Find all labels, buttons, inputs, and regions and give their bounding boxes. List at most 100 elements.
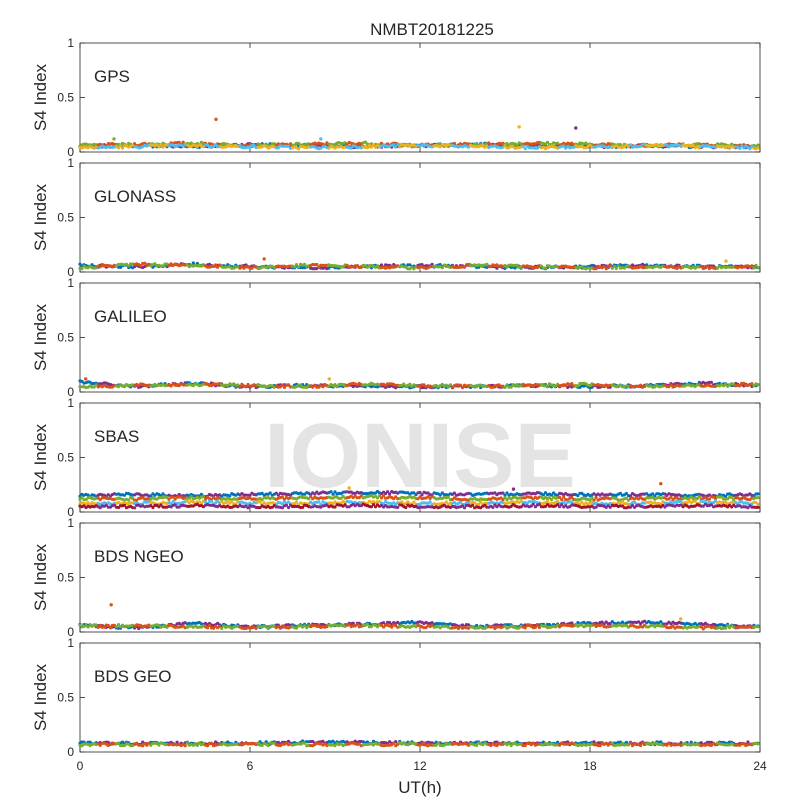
data-point [161, 145, 165, 149]
y-axis-label: S4 Index [31, 663, 50, 731]
data-point [258, 500, 262, 504]
data-point [756, 502, 760, 506]
panel-label: GALILEO [94, 307, 167, 326]
y-axis-label: S4 Index [31, 543, 50, 611]
data-point [738, 384, 742, 388]
data-point [379, 263, 384, 267]
data-point [756, 146, 760, 150]
data-point [515, 143, 519, 147]
data-point [369, 145, 373, 149]
panel-label: BDS GEO [94, 667, 171, 686]
outlier-point [327, 377, 331, 381]
data-point [238, 143, 242, 148]
data-point [756, 496, 760, 500]
data-point [351, 621, 355, 625]
plot-area [79, 42, 761, 153]
data-point [562, 144, 566, 148]
data-point [438, 145, 442, 149]
data-point [604, 267, 608, 271]
y-tick-label: 1 [67, 636, 74, 650]
data-point [503, 144, 507, 148]
data-point [365, 146, 369, 150]
data-point [748, 147, 752, 151]
y-tick-label: 0 [67, 745, 74, 759]
data-point [545, 140, 550, 144]
data-point [183, 744, 187, 748]
y-tick-label: 0 [67, 145, 74, 159]
data-point [303, 741, 307, 745]
y-axis-label: S4 Index [31, 63, 50, 131]
data-point [756, 143, 760, 147]
data-point [523, 147, 527, 151]
data-point [756, 625, 760, 629]
data-point [398, 145, 402, 149]
data-point [392, 143, 396, 147]
outlier-point [574, 126, 578, 130]
y-tick-label: 0.5 [57, 691, 74, 705]
data-point [394, 145, 398, 149]
data-point [177, 140, 181, 144]
data-point [624, 143, 629, 147]
data-point [756, 492, 760, 496]
outlier-point [319, 137, 323, 141]
data-point [628, 143, 633, 147]
data-point [120, 146, 125, 150]
data-point [756, 265, 760, 270]
data-point [133, 506, 137, 510]
y-axis-label: S4 Index [31, 423, 50, 491]
data-point [691, 143, 695, 147]
outlier-point [109, 603, 113, 607]
data-point [80, 267, 84, 271]
outlier-point [262, 257, 266, 261]
data-point [297, 147, 301, 151]
data-point [191, 261, 195, 265]
data-point [317, 623, 321, 627]
plot-area [79, 522, 761, 633]
data-point [286, 144, 291, 148]
data-point [266, 744, 270, 748]
data-point [248, 146, 252, 150]
data-point [622, 145, 627, 149]
data-point [157, 145, 161, 149]
y-tick-label: 0.5 [57, 451, 74, 465]
data-point [740, 144, 744, 148]
y-tick-label: 0.5 [57, 331, 74, 345]
y-axis-label: S4 Index [31, 183, 50, 251]
data-point [315, 262, 319, 267]
panel-bds-geo: 0 0.5 1 S4 Index BDS GEO [31, 636, 761, 759]
y-tick-label: 1 [67, 156, 74, 170]
data-point [209, 741, 214, 745]
data-point [127, 498, 131, 502]
outlier-point [214, 117, 218, 122]
y-tick-label: 0.5 [57, 211, 74, 225]
data-point [349, 146, 353, 150]
outlier-point [517, 125, 521, 129]
data-point [458, 142, 463, 146]
series-points [78, 257, 760, 271]
plot-area [79, 282, 761, 393]
series-points [78, 117, 760, 151]
outlier-point [112, 137, 116, 141]
data-point [738, 146, 742, 150]
data-point [155, 143, 159, 147]
data-point [669, 495, 673, 499]
y-axis-label: S4 Index [31, 303, 50, 371]
data-point [116, 146, 121, 150]
data-point [118, 144, 123, 148]
data-point [276, 146, 280, 150]
outlier-point [679, 617, 683, 621]
data-point [742, 146, 746, 150]
outlier-point [659, 482, 663, 486]
data-point [614, 266, 618, 270]
data-point [756, 383, 760, 387]
data-point [408, 263, 412, 267]
data-point [363, 140, 367, 144]
outlier-point [724, 259, 728, 263]
data-point [159, 143, 163, 147]
data-point [697, 495, 701, 499]
data-point [181, 140, 185, 144]
